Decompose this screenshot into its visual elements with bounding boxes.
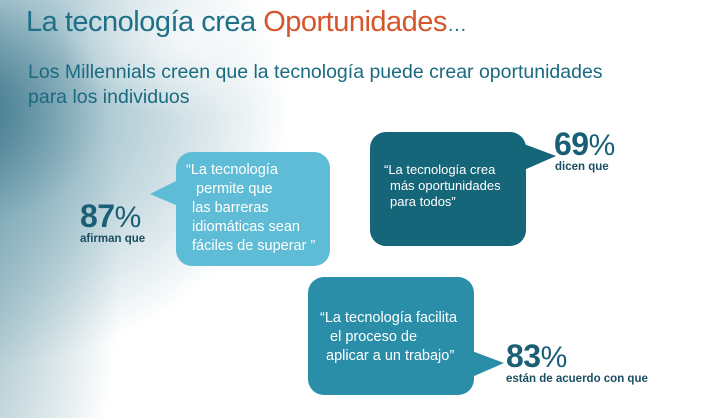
subtitle-line-1: Los Millennials creen que la tecnología … xyxy=(28,61,603,83)
stat-percent-sign: % xyxy=(588,129,616,162)
page-title: La tecnología crea Oportunidades… xyxy=(26,6,467,39)
quote-line: idiomáticas sean xyxy=(192,219,300,235)
stat-caption: dicen que xyxy=(555,161,609,173)
title-ellipsis: … xyxy=(446,14,467,36)
stat-69: 69% dicen que xyxy=(554,126,615,173)
stat-83: 83% están de acuerdo con que xyxy=(506,338,648,385)
quote-line: aplicar a un trabajo” xyxy=(326,348,455,364)
bubble-tail xyxy=(472,351,504,377)
title-accent: Oportunidades xyxy=(263,6,447,38)
quote-bubble-87: “La tecnología permite que las barreras … xyxy=(150,152,330,266)
quote-line: para todos” xyxy=(390,194,456,209)
quote-line: fáciles de superar ” xyxy=(192,238,316,254)
subtitle-line-2: para los individuos xyxy=(28,86,190,108)
quote-line: permite que xyxy=(196,181,273,197)
stat-percent-sign: % xyxy=(540,341,568,374)
quote-line: “La tecnología facilita xyxy=(320,310,458,326)
bubble-tail xyxy=(150,180,178,206)
quote-line: más oportunidades xyxy=(390,178,501,193)
quote-bubble-69: “La tecnología crea más oportunidades pa… xyxy=(370,132,556,246)
stat-number: 87 xyxy=(80,198,115,234)
quote-line: “La tecnología crea xyxy=(384,162,496,177)
stat-caption: afirman que xyxy=(80,233,146,245)
bubble-tail xyxy=(524,144,556,170)
stat-number: 83 xyxy=(506,338,541,374)
background-shine xyxy=(60,0,320,120)
stat-percent-sign: % xyxy=(114,201,142,234)
quote-line: el proceso de xyxy=(330,329,418,345)
stat-87: 87% afirman que xyxy=(80,198,145,245)
page-subtitle: Los Millennials creen que la tecnología … xyxy=(28,60,708,110)
quote-bubble-83: “La tecnología facilita el proceso de ap… xyxy=(308,277,504,395)
quote-line: “La tecnología xyxy=(186,162,278,178)
quote-line: las barreras xyxy=(192,200,269,216)
title-main: La tecnología crea xyxy=(26,6,256,38)
stat-caption: están de acuerdo con que xyxy=(506,373,648,385)
stat-number: 69 xyxy=(554,126,589,162)
